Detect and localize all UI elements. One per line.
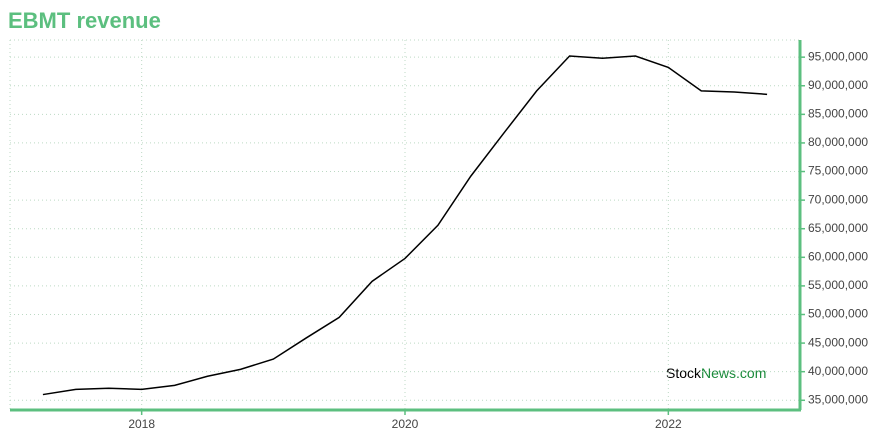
y-tick-label: 80,000,000 (808, 135, 868, 149)
y-tick-label: 85,000,000 (808, 107, 868, 121)
chart-title: EBMT revenue (8, 8, 161, 33)
y-tick-label: 50,000,000 (808, 307, 868, 321)
y-tick-label: 65,000,000 (808, 221, 868, 235)
y-tick-label: 40,000,000 (808, 364, 868, 378)
line (42, 55, 768, 396)
y-tick-label: 70,000,000 (808, 192, 868, 206)
x-tick-label: 2020 (392, 417, 419, 431)
watermark-suffix: News.com (701, 365, 766, 381)
y-tick-label: 95,000,000 (808, 49, 868, 63)
y-tick-label: 60,000,000 (808, 249, 868, 263)
watermark-brand: Stock (666, 365, 702, 381)
y-tick-label: 90,000,000 (808, 78, 868, 92)
y-tick-label: 75,000,000 (808, 164, 868, 178)
y-tick-label: 35,000,000 (808, 392, 868, 406)
y-tick-label: 55,000,000 (808, 278, 868, 292)
x-tick-label: 2022 (655, 417, 682, 431)
x-tick-label: 2018 (128, 417, 155, 431)
watermark: StockNews.com (666, 365, 766, 381)
y-tick-label: 45,000,000 (808, 335, 868, 349)
